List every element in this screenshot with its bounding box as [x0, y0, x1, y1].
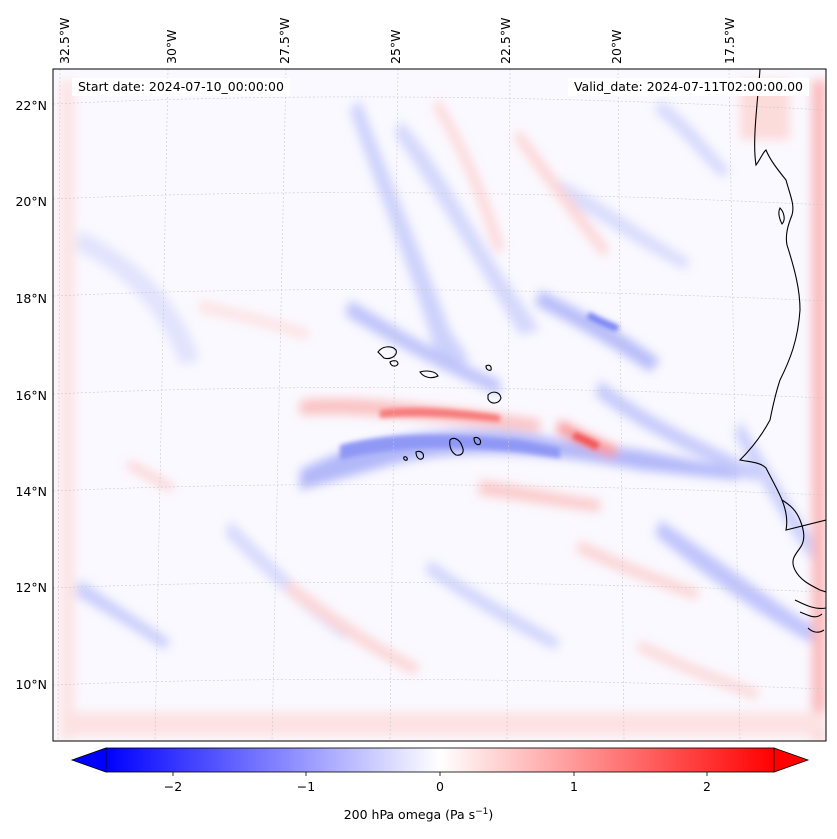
- longitude-labels: 32.5°W 30°W 27.5°W 25°W 22.5°W 20°W 17.5…: [57, 18, 737, 64]
- colorbar-tick-neg1: −1: [297, 779, 315, 794]
- lon-label-32-5w: 32.5°W: [57, 18, 72, 64]
- colorbar-extend-min: [70, 747, 107, 773]
- colorbar-extend-max: [773, 747, 810, 773]
- lon-label-25w: 25°W: [388, 29, 403, 64]
- valid-date-label: Valid_date: 2024-07-11T02:00:00.00: [567, 78, 809, 96]
- omega-field: [53, 69, 826, 741]
- graticule: [53, 69, 826, 741]
- lat-label-20n: 20°N: [15, 194, 47, 209]
- lat-label-14n: 14°N: [15, 484, 47, 499]
- lat-label-16n: 16°N: [15, 388, 47, 403]
- lat-label-12n: 12°N: [15, 580, 47, 595]
- lon-label-22-5w: 22.5°W: [498, 18, 513, 64]
- colorbar-label-text: 200 hPa omega (Pa s: [343, 807, 476, 823]
- lon-label-27-5w: 27.5°W: [277, 18, 292, 64]
- latitude-labels: 22°N 20°N 18°N 16°N 14°N 12°N 10°N: [15, 98, 47, 692]
- colorbar-label: 200 hPa omega (Pa s−1): [0, 807, 837, 822]
- lat-label-22n: 22°N: [15, 98, 47, 113]
- lat-label-10n: 10°N: [15, 677, 47, 692]
- colorbar-label-close: ): [488, 807, 494, 823]
- colorbar-tick-0: 0: [436, 779, 444, 794]
- colorbar: −2 −1 0 1 2: [70, 747, 810, 794]
- colorbar-tick-2: 2: [703, 779, 711, 794]
- coastline: [738, 69, 826, 633]
- lon-label-20w: 20°W: [609, 29, 624, 64]
- start-date-label: Start date: 2024-07-10_00:00:00: [72, 78, 290, 96]
- colorbar-label-exponent: −1: [475, 807, 489, 817]
- lon-label-17-5w: 17.5°W: [722, 18, 737, 64]
- lon-label-30w: 30°W: [164, 29, 179, 64]
- colorbar-tick-1: 1: [570, 779, 578, 794]
- colorbar-body: [105, 747, 775, 773]
- cape-verde-islands: [377, 346, 502, 461]
- map-frame: [52, 68, 827, 742]
- colorbar-tick-neg2: −2: [164, 779, 182, 794]
- lat-label-18n: 18°N: [15, 291, 47, 306]
